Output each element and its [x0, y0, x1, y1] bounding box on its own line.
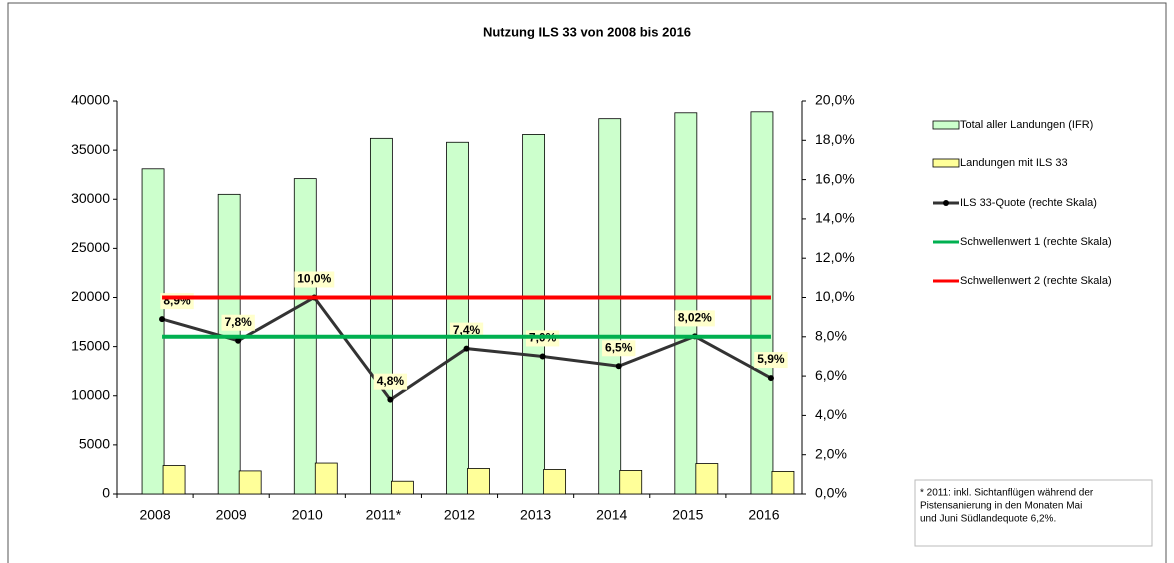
bar	[314, 462, 338, 495]
y2-tick-label: 12,0%	[815, 249, 855, 265]
bar	[369, 137, 393, 495]
data-label-bg	[221, 314, 255, 331]
bar	[674, 112, 698, 495]
legend-swatch	[932, 120, 960, 130]
y2-tick-label: 6,0%	[815, 367, 847, 383]
y2-tick-label: 20,0%	[815, 92, 855, 108]
y2-tick-label: 14,0%	[815, 210, 855, 226]
data-label-bg	[674, 310, 715, 327]
y-tick-label: 20000	[71, 288, 110, 304]
bar	[390, 480, 414, 495]
x-tick-label: 2014	[596, 507, 627, 523]
x-tick-label: 2013	[520, 507, 551, 523]
bar	[522, 134, 546, 495]
y-tick-label: 5000	[79, 436, 110, 452]
y-tick-label: 30000	[71, 190, 110, 206]
y-tick-label: 40000	[71, 92, 110, 108]
data-label: 10,0%	[297, 272, 331, 286]
data-label-bg	[754, 352, 788, 369]
bar	[750, 111, 774, 495]
chart-title: Nutzung ILS 33 von 2008 bis 2016	[483, 24, 691, 39]
y-tick-label: 35000	[71, 141, 110, 157]
y-tick-label: 25000	[71, 239, 110, 255]
bar	[238, 470, 262, 495]
annotation: Pistensanierung in den Monaten Mai	[920, 501, 1082, 512]
y2-tick-label: 0,0%	[815, 485, 847, 501]
bar	[467, 468, 490, 495]
data-label-bg	[294, 271, 335, 288]
data-label: 8,02%	[678, 311, 712, 325]
data-label: 8,9%	[163, 293, 191, 307]
x-tick-label: 2015	[672, 507, 703, 523]
bar	[141, 168, 165, 495]
x-tick-label: 2008	[139, 507, 170, 523]
y2-tick-label: 18,0%	[815, 131, 855, 147]
data-label-bg	[449, 322, 484, 339]
bar	[598, 118, 622, 495]
y2-tick-label: 4,0%	[815, 406, 847, 422]
annotation-box	[914, 479, 1153, 547]
bar	[543, 469, 567, 495]
line-marker	[159, 316, 166, 323]
y-tick-label: 10000	[71, 386, 110, 402]
chart-frame	[7, 2, 1167, 563]
bar	[695, 463, 719, 495]
y2-tick-label: 2,0%	[815, 445, 847, 461]
data-label: 4,8%	[377, 374, 405, 388]
bar	[162, 465, 186, 495]
bar	[446, 141, 469, 495]
x-tick-label: 2010	[292, 507, 323, 523]
data-label: 7,4%	[453, 323, 481, 337]
x-tick-label: 2012	[444, 507, 475, 523]
legend-label: Schwellenwert 1 (rechte Skala)	[960, 236, 1112, 248]
annotation: * 2011: inkl. Sichtanflügen während der	[920, 488, 1094, 499]
legend-label: Schwellenwert 2 (rechte Skala)	[960, 275, 1112, 287]
data-label-bg	[602, 340, 636, 357]
x-tick-label: 2016	[748, 507, 779, 523]
line-marker	[463, 345, 470, 352]
y2-tick-label: 10,0%	[815, 288, 855, 304]
data-label-bg	[373, 373, 408, 390]
legend-label: Total aller Landungen (IFR)	[960, 119, 1093, 131]
bar	[619, 470, 643, 495]
legend-swatch	[932, 158, 960, 168]
legend-label: ILS 33-Quote (rechte Skala)	[960, 197, 1097, 209]
x-tick-label: 2009	[216, 507, 247, 523]
bar	[217, 193, 241, 495]
line-marker	[387, 396, 394, 403]
x-tick-label: 2011*	[366, 507, 402, 523]
annotation: und Juni Südlandequote 6,2%.	[920, 514, 1056, 525]
data-label: 7,8%	[224, 315, 252, 329]
legend-label: Landungen mit ILS 33	[960, 157, 1068, 169]
line-marker	[767, 375, 774, 382]
y-tick-label: 15000	[71, 337, 110, 353]
line-marker	[615, 363, 622, 370]
y-tick-label: 0	[102, 485, 110, 501]
y2-tick-label: 8,0%	[815, 328, 847, 344]
legend-marker	[943, 200, 949, 206]
data-label: 5,9%	[757, 352, 785, 366]
line-marker	[235, 337, 242, 344]
data-label: 6,5%	[605, 340, 633, 354]
y2-tick-label: 16,0%	[815, 170, 855, 186]
bar	[771, 471, 795, 495]
line-marker	[539, 353, 546, 360]
